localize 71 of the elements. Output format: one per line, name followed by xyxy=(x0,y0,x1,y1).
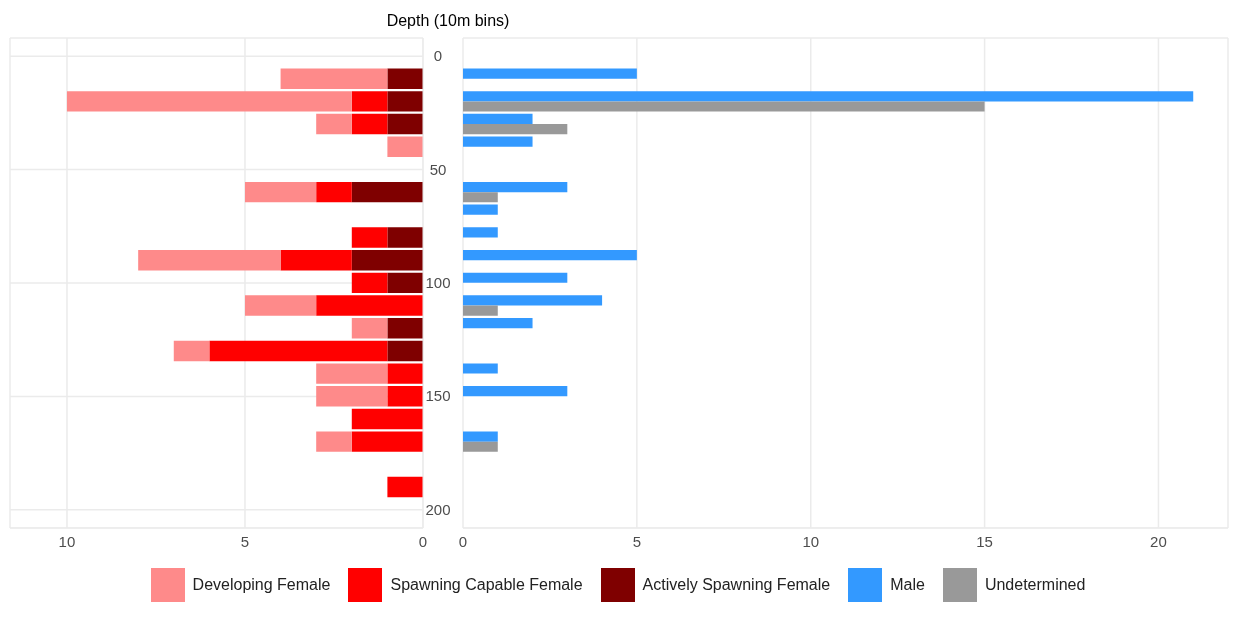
legend-label: Developing Female xyxy=(192,576,331,594)
bar xyxy=(316,181,352,203)
bar xyxy=(387,476,423,498)
bar xyxy=(351,91,388,112)
bar xyxy=(387,363,423,384)
bar xyxy=(66,91,352,112)
bar xyxy=(463,192,498,203)
legend-label: Undetermined xyxy=(984,576,1086,594)
x-tick-label: 15 xyxy=(976,532,993,550)
bar xyxy=(387,136,423,157)
bar xyxy=(351,272,388,294)
bar xyxy=(316,295,423,316)
bar xyxy=(280,68,388,89)
bar xyxy=(463,441,498,452)
bar xyxy=(463,363,498,374)
x-tick-label: 20 xyxy=(1150,532,1167,550)
bar xyxy=(463,318,533,329)
x-tick-label: 10 xyxy=(58,532,76,550)
y-tick-label: 200 xyxy=(425,500,451,518)
bar xyxy=(463,272,568,283)
bar xyxy=(463,181,568,193)
bar xyxy=(463,386,568,397)
y-axis-title: Depth (10m bins) xyxy=(386,12,510,30)
bar xyxy=(351,181,423,203)
bar xyxy=(463,227,498,238)
bar xyxy=(351,408,423,430)
bar xyxy=(351,431,423,452)
legend-label: Male xyxy=(890,576,925,594)
bar xyxy=(351,249,423,271)
bar xyxy=(387,91,423,112)
bar xyxy=(387,386,423,407)
bar xyxy=(138,249,281,271)
bar xyxy=(316,363,388,384)
bar xyxy=(387,272,423,294)
bar xyxy=(463,295,603,306)
y-tick-label: 100 xyxy=(425,274,451,291)
x-tick-label: 0 xyxy=(458,532,468,550)
bar xyxy=(463,91,1194,102)
y-tick-label: 0 xyxy=(433,47,443,65)
y-tick-label: 150 xyxy=(425,387,451,405)
y-tick-label: 50 xyxy=(429,160,447,178)
x-tick-label: 10 xyxy=(802,532,820,550)
bar xyxy=(351,113,388,135)
bar xyxy=(463,249,637,261)
bar xyxy=(244,295,317,316)
x-tick-label: 5 xyxy=(240,532,250,550)
bar xyxy=(387,227,423,248)
bar xyxy=(316,113,352,135)
bar xyxy=(463,68,637,79)
bar xyxy=(387,68,423,89)
x-tick-label: 5 xyxy=(632,532,642,550)
bar xyxy=(209,340,388,362)
bar xyxy=(463,124,568,135)
legend-label: Spawning Capable Female xyxy=(390,576,583,594)
bar xyxy=(173,340,210,362)
bar xyxy=(463,101,985,112)
bar xyxy=(280,249,352,271)
bar xyxy=(351,227,388,248)
bar xyxy=(316,386,388,407)
bar xyxy=(244,181,317,203)
bar xyxy=(351,318,388,339)
bar xyxy=(463,431,498,442)
bar xyxy=(316,431,352,452)
bar xyxy=(387,340,423,362)
bar xyxy=(463,136,533,147)
bar xyxy=(387,318,423,339)
bar xyxy=(463,305,498,316)
bar xyxy=(463,113,533,125)
bar xyxy=(387,113,423,135)
legend-label: Actively Spawning Female xyxy=(642,576,831,594)
bar xyxy=(463,204,498,215)
